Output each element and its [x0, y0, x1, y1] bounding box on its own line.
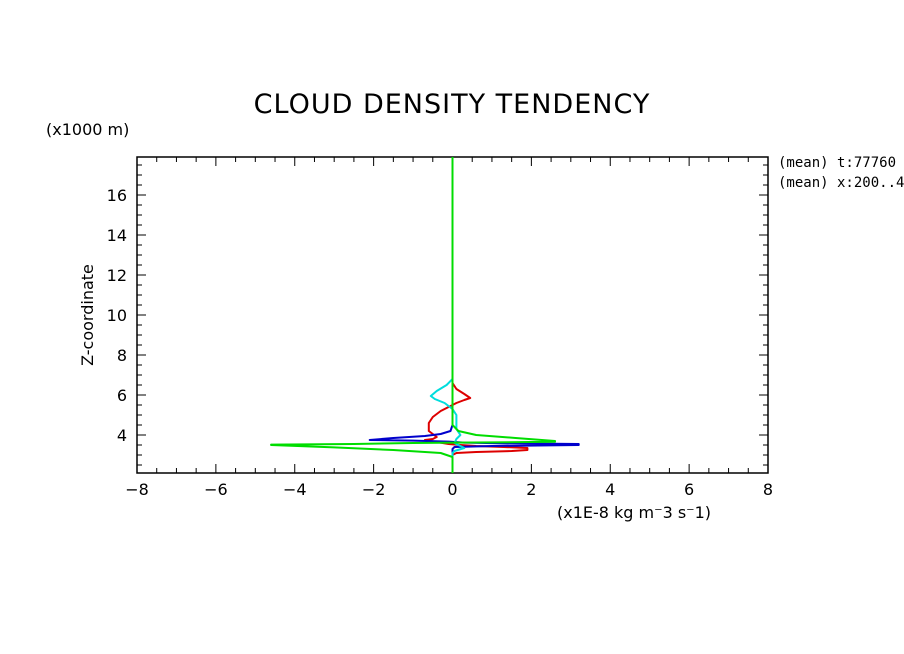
y-tick-label: 6: [117, 386, 127, 405]
chart-title: CLOUD DENSITY TENDENCY: [254, 89, 651, 120]
x-tick-label: 0: [447, 480, 457, 499]
y-tick-label: 8: [117, 346, 127, 365]
y-tick-label: 16: [107, 186, 127, 205]
series-line-2: [368, 157, 580, 473]
x-tick-label: 8: [763, 480, 773, 499]
series-group: [270, 157, 580, 473]
x-tick-label: −6: [204, 480, 228, 499]
y-tick-label: 12: [107, 266, 127, 285]
y-axis-label: Z-coordinate: [78, 264, 97, 366]
annotation-time-mean: (mean) t:77760: [778, 155, 896, 171]
series-line-1: [423, 157, 529, 473]
y-tick-label: 10: [107, 306, 127, 325]
x-tick-label: −4: [283, 480, 307, 499]
x-tick-label: −2: [362, 480, 386, 499]
y-tick-label: 4: [117, 426, 127, 445]
series-line-3: [429, 157, 466, 473]
series-line-4: [270, 157, 556, 473]
annotation-x-mean: (mean) x:200..4: [778, 175, 904, 191]
y-tick-label: 14: [107, 226, 127, 245]
x-axis-label: (x1E-8 kg m⁻3 s⁻1): [557, 503, 711, 522]
x-tick-label: −8: [125, 480, 149, 499]
x-tick-label: 6: [684, 480, 694, 499]
x-tick-label: 2: [526, 480, 536, 499]
y-axis-unit: (x1000 m): [46, 120, 129, 139]
axis-ticks: −8 −6 −4 −2 0 2 4 6 8 4 6 8 10 12 14 16: [107, 157, 773, 499]
x-tick-label: 4: [605, 480, 615, 499]
